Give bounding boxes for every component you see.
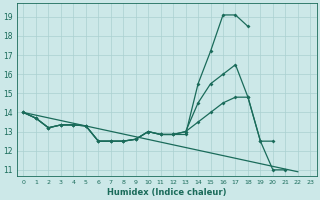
X-axis label: Humidex (Indice chaleur): Humidex (Indice chaleur) — [107, 188, 227, 197]
